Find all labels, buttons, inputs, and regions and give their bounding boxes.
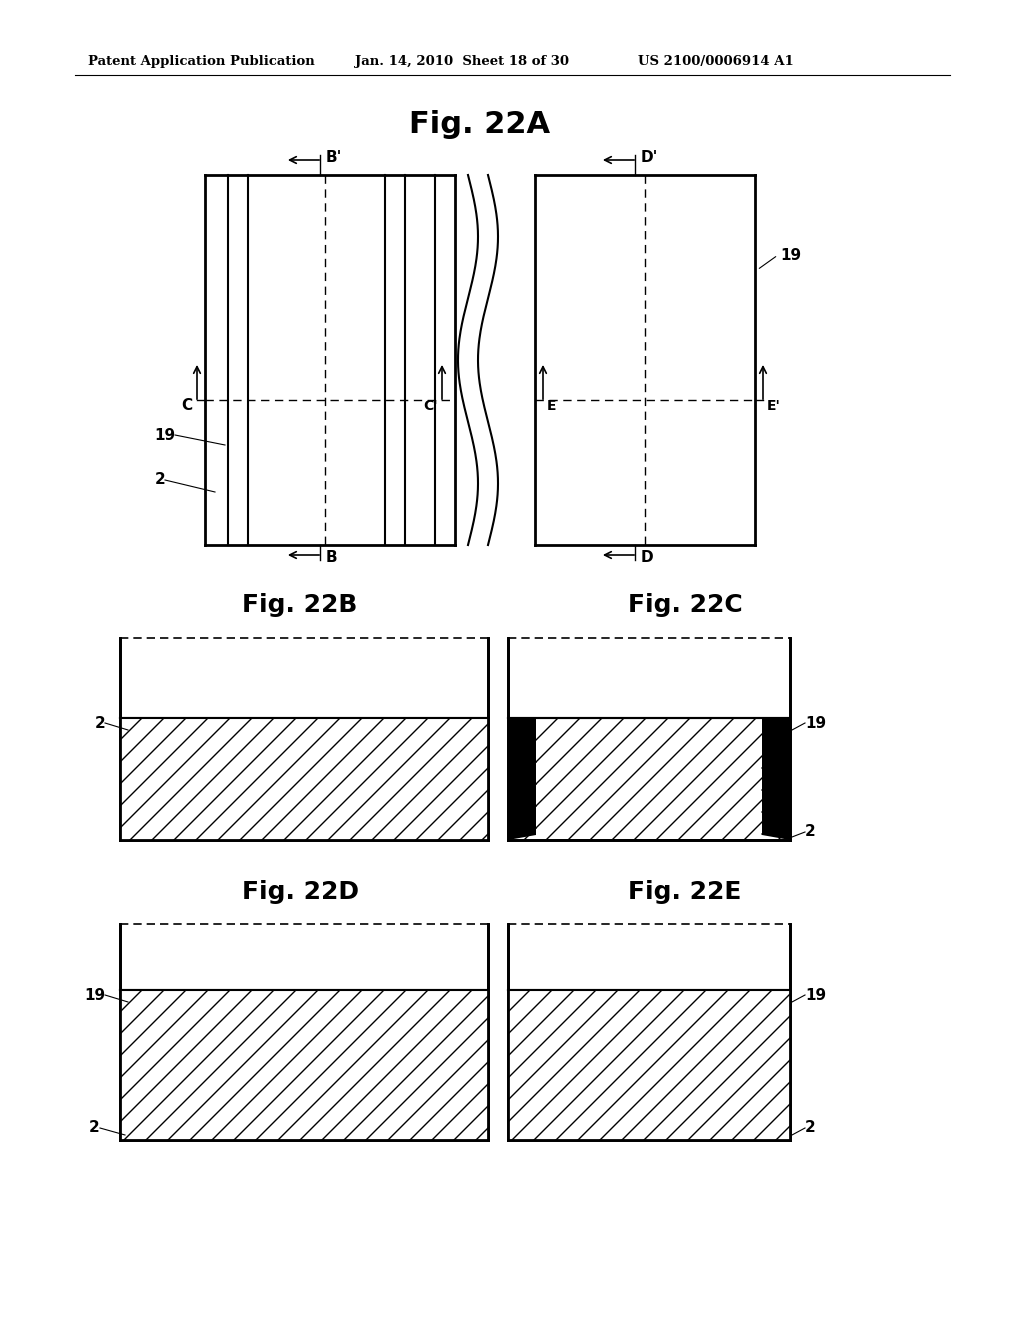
Text: D': D' bbox=[641, 150, 658, 165]
Text: 19: 19 bbox=[805, 715, 826, 730]
Text: C: C bbox=[181, 399, 193, 413]
Polygon shape bbox=[508, 990, 790, 1140]
Text: 2: 2 bbox=[89, 1121, 100, 1135]
Text: E': E' bbox=[767, 399, 781, 413]
Text: 2: 2 bbox=[94, 715, 105, 730]
Text: Fig. 22D: Fig. 22D bbox=[242, 880, 358, 904]
Text: 2: 2 bbox=[805, 825, 816, 840]
Polygon shape bbox=[536, 718, 762, 840]
Polygon shape bbox=[762, 718, 790, 840]
Polygon shape bbox=[508, 638, 790, 840]
Text: Fig. 22A: Fig. 22A bbox=[410, 110, 551, 139]
Polygon shape bbox=[120, 990, 488, 1140]
Text: Jan. 14, 2010  Sheet 18 of 30: Jan. 14, 2010 Sheet 18 of 30 bbox=[355, 55, 569, 69]
Text: 2: 2 bbox=[805, 1121, 816, 1135]
Text: Fig. 22B: Fig. 22B bbox=[243, 593, 357, 616]
Text: 19: 19 bbox=[154, 428, 175, 442]
Text: D: D bbox=[641, 549, 653, 565]
Text: C': C' bbox=[423, 399, 438, 413]
Polygon shape bbox=[508, 718, 536, 840]
Text: B: B bbox=[326, 549, 338, 565]
Text: US 2100/0006914 A1: US 2100/0006914 A1 bbox=[638, 55, 794, 69]
Text: Patent Application Publication: Patent Application Publication bbox=[88, 55, 314, 69]
Text: E: E bbox=[547, 399, 556, 413]
Text: 19: 19 bbox=[780, 248, 801, 263]
Text: B': B' bbox=[326, 150, 342, 165]
Text: Fig. 22C: Fig. 22C bbox=[628, 593, 742, 616]
Text: 19: 19 bbox=[84, 987, 105, 1002]
Text: Fig. 22E: Fig. 22E bbox=[629, 880, 741, 904]
Polygon shape bbox=[120, 718, 488, 840]
Text: 19: 19 bbox=[805, 987, 826, 1002]
Text: 2: 2 bbox=[155, 473, 165, 487]
